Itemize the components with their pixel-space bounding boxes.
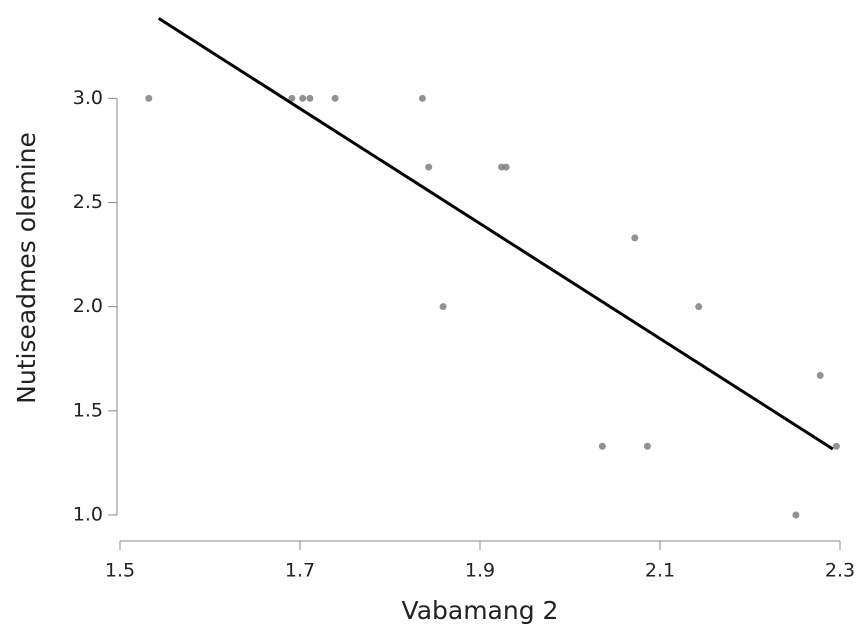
point bbox=[598, 442, 606, 450]
x-tick-label: 1.5 bbox=[105, 560, 135, 582]
x-tick-label: 2.3 bbox=[825, 560, 855, 582]
point bbox=[288, 94, 296, 102]
point bbox=[643, 442, 651, 450]
y-tick-label: 1.5 bbox=[73, 399, 103, 421]
x-tick-label: 2.1 bbox=[645, 560, 675, 582]
point bbox=[695, 303, 703, 311]
point bbox=[331, 94, 339, 102]
x-axis-label: Vabamang 2 bbox=[402, 596, 559, 625]
y-axis-label: Nutiseadmes olemine bbox=[12, 132, 41, 404]
point bbox=[792, 511, 800, 519]
y-tick-label: 2.5 bbox=[73, 191, 103, 213]
point bbox=[832, 442, 840, 450]
point bbox=[816, 371, 824, 379]
fit-line bbox=[157, 17, 834, 451]
point bbox=[299, 94, 307, 102]
x-tick-label: 1.9 bbox=[465, 560, 495, 582]
point bbox=[145, 94, 153, 102]
y-tick-label: 1.0 bbox=[73, 504, 103, 526]
point bbox=[425, 163, 433, 171]
point bbox=[631, 234, 639, 242]
point bbox=[306, 94, 314, 102]
x-tick-label: 1.7 bbox=[285, 560, 315, 582]
point bbox=[418, 94, 426, 102]
y-tick-label: 3.0 bbox=[73, 87, 103, 109]
point bbox=[502, 163, 510, 171]
point bbox=[439, 303, 447, 311]
y-tick-label: 2.0 bbox=[73, 295, 103, 317]
